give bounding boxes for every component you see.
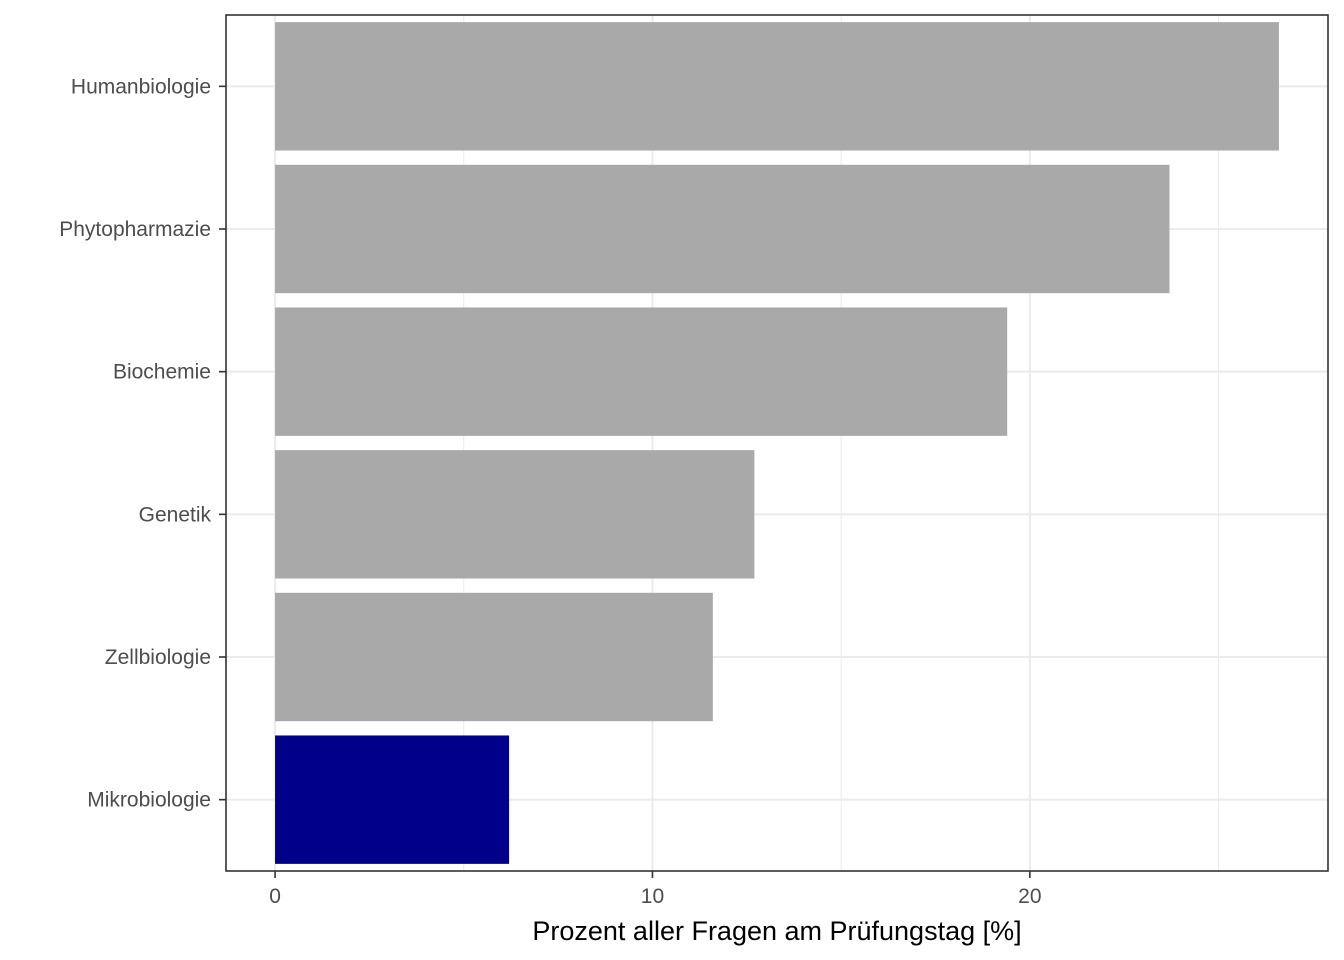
y-tick-label: Mikrobiologie [87,789,211,812]
bar [275,164,1170,294]
x-axis: 0 10 20 [269,871,1042,908]
y-tick-label: Humanbiologie [71,75,211,98]
x-tick-label: 0 [269,885,281,908]
bars [275,22,1279,864]
x-tick-label: 20 [1018,885,1041,908]
y-axis: Humanbiologie Phytopharmazie Biochemie Gene… [59,75,226,812]
plot-background [226,15,1328,871]
x-tick-label: 10 [641,885,664,908]
minor-grid [463,15,1220,871]
bar [275,735,510,864]
bar [275,307,1008,436]
x-axis-title: Prozent aller Fragen am Prüfungstag [%] [532,916,1021,946]
bar [275,450,755,579]
y-tick-label: Phytopharmazie [59,218,211,241]
y-tick-label: Genetik [139,503,212,526]
bar [275,592,713,722]
bar [275,22,1279,151]
y-tick-label: Zellbiologie [105,646,211,669]
plot-border [225,14,1329,872]
y-tick-label: Biochemie [113,361,211,384]
